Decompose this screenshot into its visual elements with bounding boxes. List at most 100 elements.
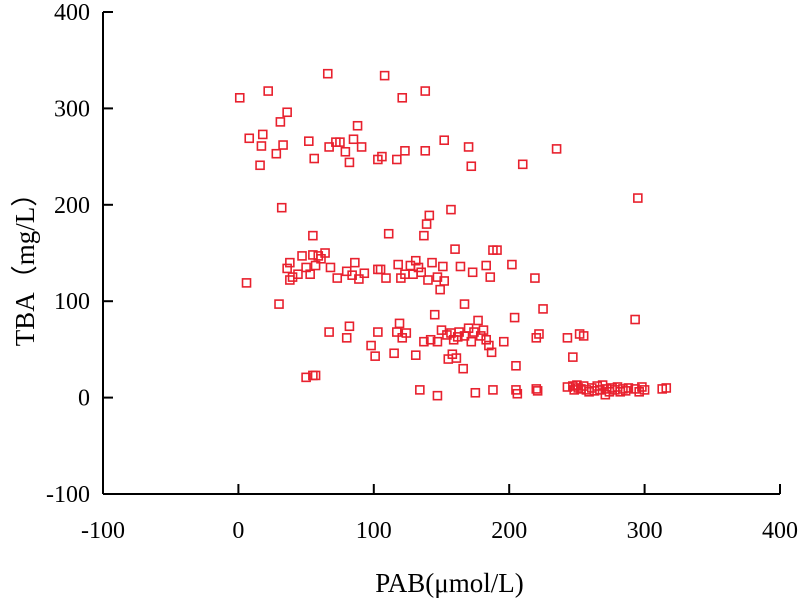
data-point — [562, 333, 573, 343]
data-point — [344, 321, 355, 332]
data-point — [413, 262, 424, 273]
data-point — [377, 151, 387, 162]
data-point — [429, 309, 440, 320]
data-point — [534, 329, 544, 339]
data-point — [486, 347, 497, 358]
data-point — [455, 261, 466, 272]
y-tick-label: 100 — [54, 289, 90, 315]
data-point — [459, 299, 470, 309]
data-point — [282, 263, 292, 274]
data-point — [359, 268, 370, 279]
data-point — [366, 340, 376, 351]
data-point — [325, 262, 336, 273]
data-point — [432, 336, 443, 347]
data-point — [432, 390, 443, 401]
data-point — [313, 251, 324, 261]
data-point — [410, 255, 421, 266]
data-point — [332, 273, 343, 283]
data-point — [492, 245, 502, 255]
axes — [102, 12, 780, 495]
data-point — [438, 261, 448, 272]
x-tick-label: 0 — [232, 518, 244, 544]
y-tick-label: 0 — [78, 386, 90, 412]
y-axis-title: TBA（mg/L） — [10, 180, 40, 347]
data-point — [439, 276, 450, 286]
data-point — [435, 284, 445, 295]
x-tick-label: 200 — [491, 518, 527, 544]
data-point — [467, 267, 478, 278]
data-point — [305, 269, 315, 280]
data-point — [578, 331, 589, 341]
data-point — [423, 275, 433, 285]
data-point — [373, 264, 383, 275]
data-point — [488, 385, 498, 395]
data-points — [234, 68, 672, 401]
data-point — [458, 363, 468, 374]
data-point — [466, 336, 477, 347]
data-point — [263, 86, 273, 96]
data-point — [633, 193, 643, 203]
data-point — [324, 142, 334, 152]
data-point — [350, 257, 360, 268]
x-axis-title: PAB(μmol/L) — [375, 568, 524, 598]
data-point — [257, 129, 268, 140]
data-point — [285, 257, 295, 268]
data-point — [255, 160, 265, 171]
data-point — [401, 328, 412, 338]
data-point — [310, 370, 321, 381]
data-point — [509, 312, 520, 323]
data-point — [370, 351, 380, 361]
data-point — [256, 141, 267, 151]
data-point — [375, 264, 386, 275]
data-point — [276, 202, 287, 213]
data-point — [275, 117, 286, 127]
data-point — [618, 384, 628, 394]
data-point — [389, 348, 399, 359]
data-point — [241, 278, 252, 288]
data-point — [282, 107, 292, 118]
data-point — [285, 275, 295, 285]
data-point — [274, 299, 284, 309]
data-point — [400, 146, 410, 156]
data-point — [320, 248, 330, 258]
data-point — [419, 230, 429, 241]
data-point — [512, 388, 523, 399]
data-point — [309, 153, 320, 164]
data-point — [481, 260, 491, 271]
data-point — [484, 340, 494, 351]
data-point — [392, 327, 402, 337]
data-point — [310, 260, 321, 271]
data-point — [348, 134, 359, 145]
data-point — [498, 336, 509, 347]
data-point — [234, 92, 245, 103]
data-point — [393, 259, 403, 270]
data-point — [532, 386, 543, 396]
data-point — [322, 68, 333, 79]
data-point — [463, 142, 474, 152]
data-point — [530, 273, 540, 283]
data-point — [620, 386, 631, 396]
data-point — [436, 325, 447, 335]
data-point — [562, 382, 573, 392]
data-point — [352, 120, 363, 131]
data-point — [293, 269, 303, 280]
data-point — [394, 318, 405, 329]
data-point — [589, 386, 600, 396]
data-point — [416, 267, 426, 278]
data-point — [397, 92, 408, 103]
data-point — [511, 360, 521, 371]
data-point — [481, 334, 491, 345]
data-point — [373, 327, 383, 337]
x-ticks: -100 0 100 200 300 400 — [81, 484, 798, 544]
data-point — [410, 350, 421, 360]
data-point — [568, 352, 578, 362]
data-point — [335, 137, 345, 147]
data-point — [531, 384, 542, 394]
data-point — [420, 86, 431, 96]
data-point — [427, 257, 437, 268]
y-tick-label: -100 — [46, 482, 90, 508]
data-point — [634, 387, 644, 397]
data-point — [341, 333, 352, 343]
data-point — [420, 146, 431, 156]
